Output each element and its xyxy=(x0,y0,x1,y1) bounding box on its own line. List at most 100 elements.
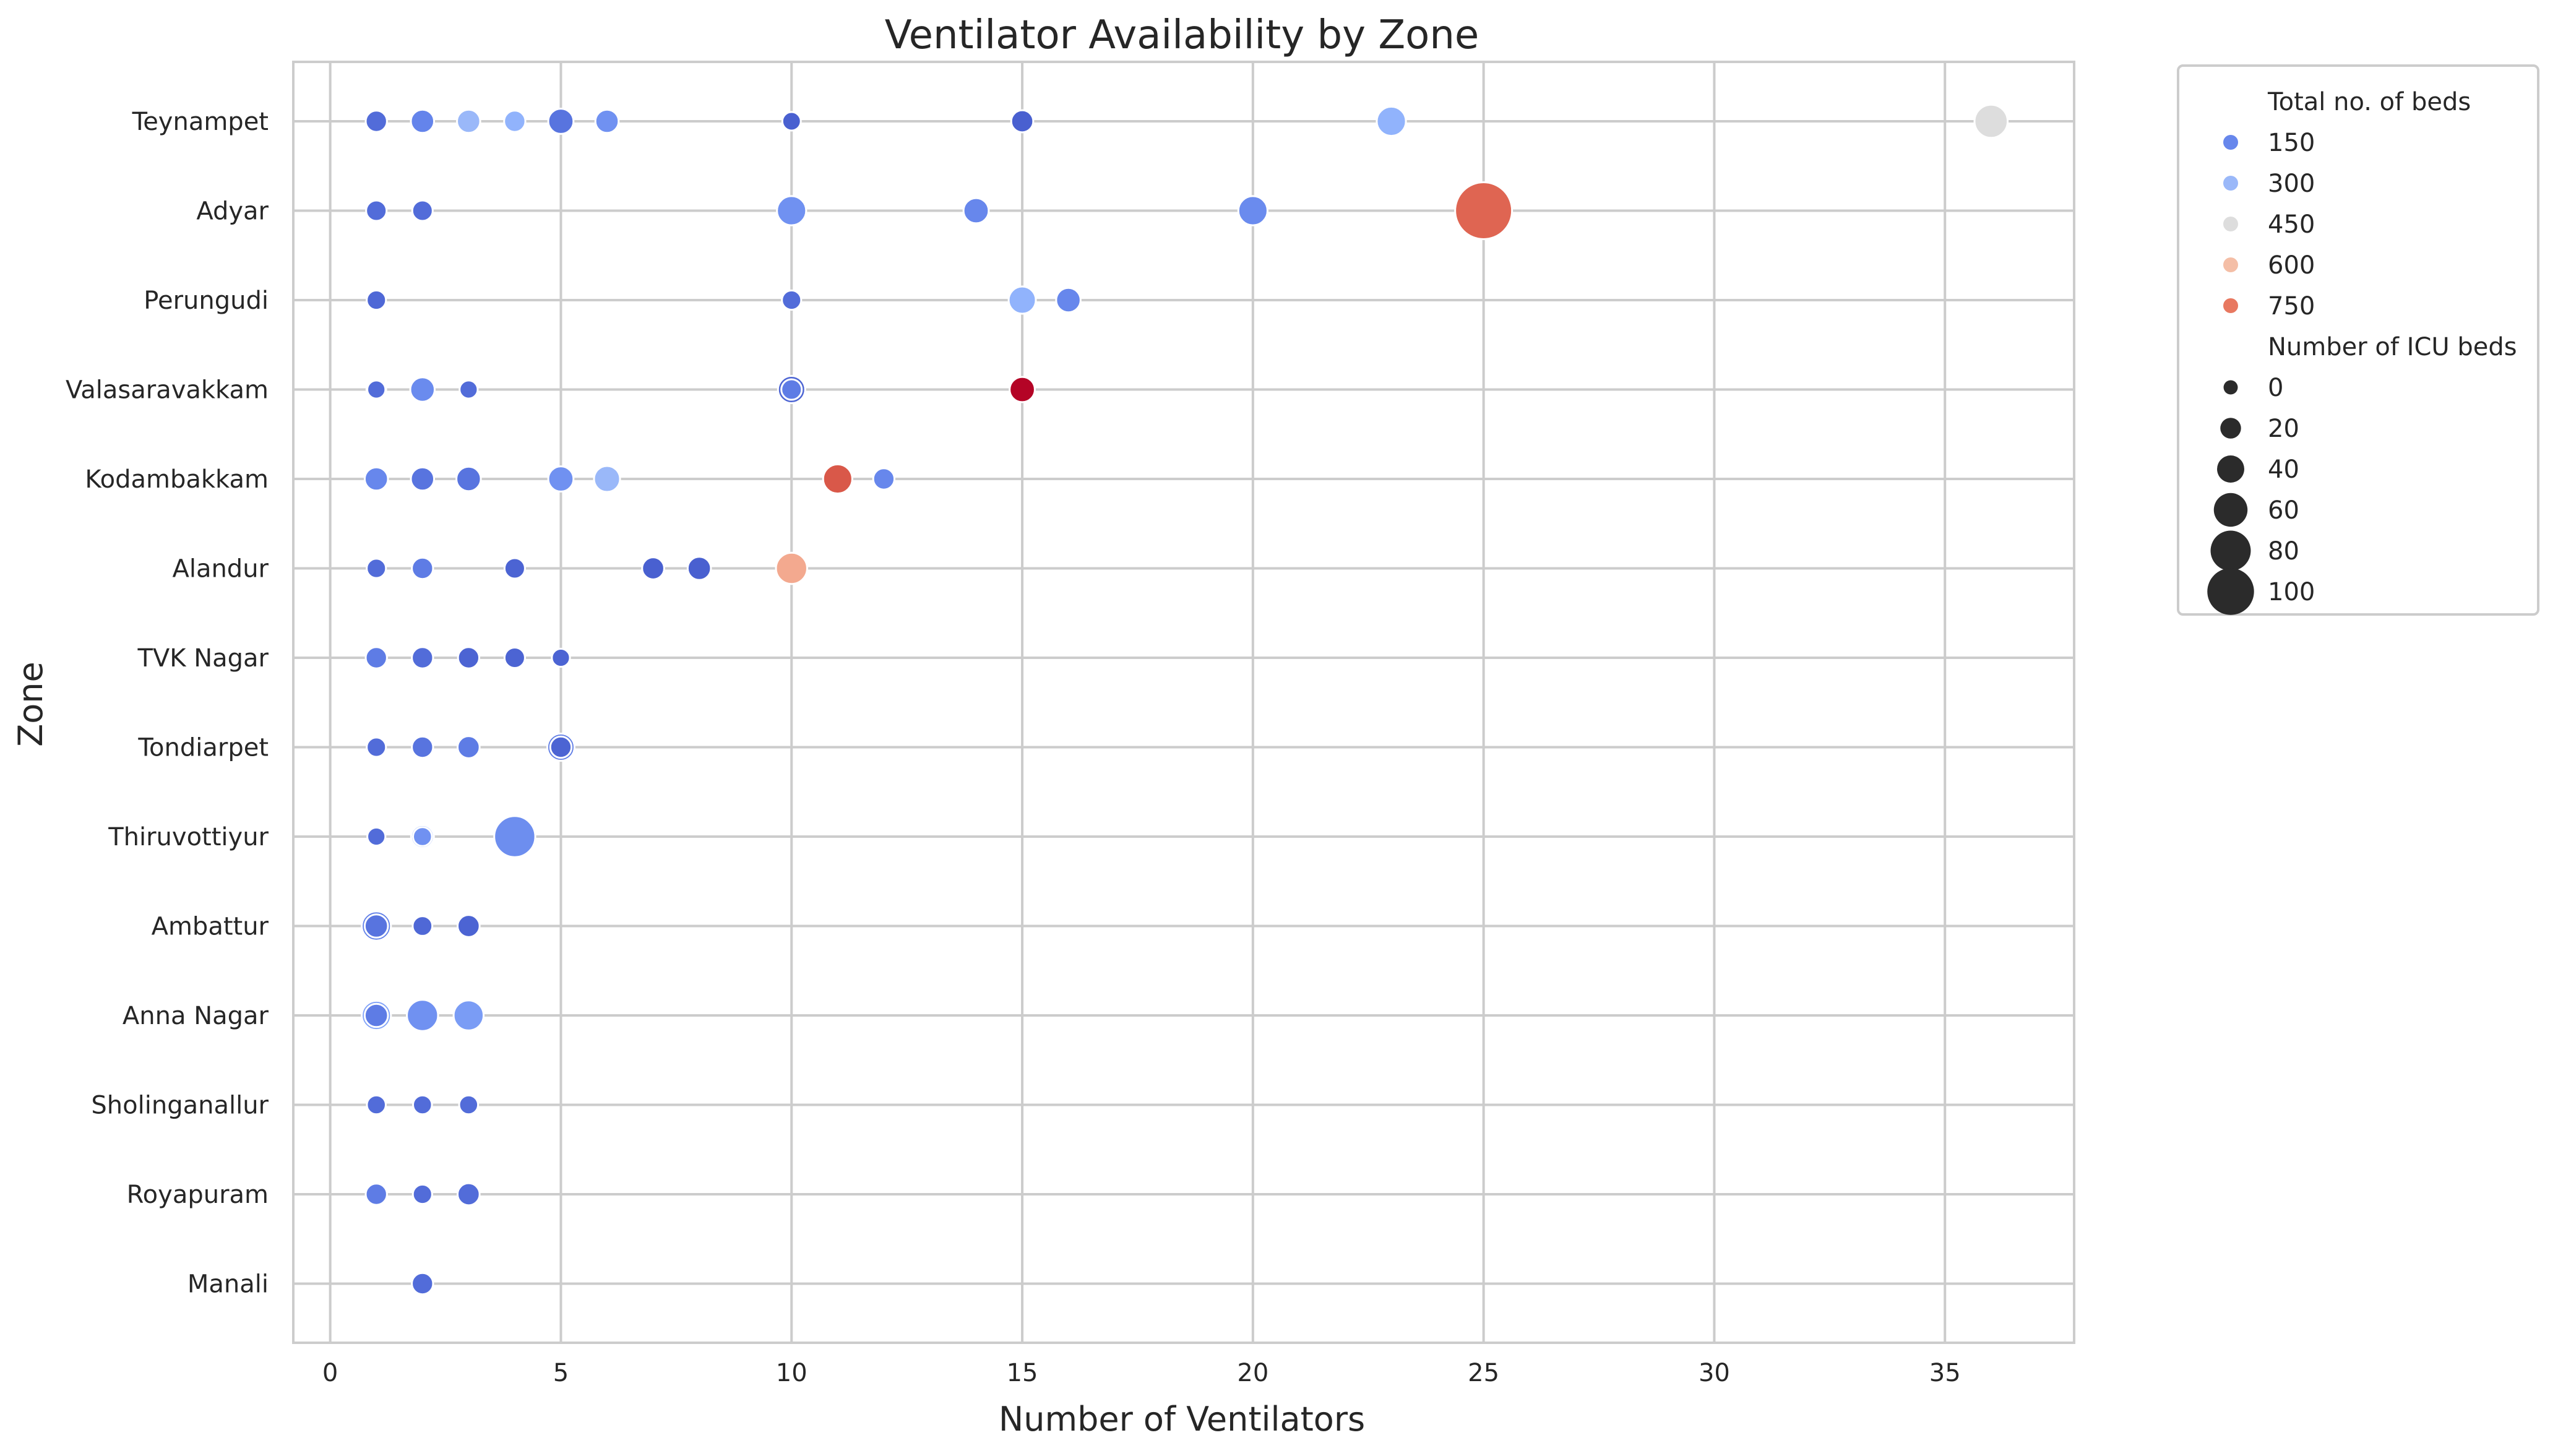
legend-size-label: 60 xyxy=(2268,496,2299,525)
data-point xyxy=(364,110,388,133)
y-tick-label: Tondiarpet xyxy=(137,734,269,762)
data-point xyxy=(366,289,387,311)
x-axis-label: Number of Ventilators xyxy=(999,1400,1365,1439)
data-point xyxy=(781,289,803,311)
data-point xyxy=(366,826,387,847)
data-point xyxy=(411,826,433,847)
data-point xyxy=(1055,286,1082,314)
data-point xyxy=(364,646,388,670)
data-point xyxy=(1007,285,1037,315)
chart-title: Ventilator Availability by Zone xyxy=(885,12,1479,58)
y-tick-label: Thiruvottiyur xyxy=(108,823,269,851)
legend-hue-marker xyxy=(2223,176,2238,191)
legend-hue-label: 600 xyxy=(2268,251,2315,280)
data-point xyxy=(459,379,479,400)
legend-size-marker xyxy=(2207,568,2254,615)
data-point xyxy=(962,197,990,225)
data-point xyxy=(410,108,436,134)
data-point xyxy=(1454,181,1514,240)
x-tick-label: 0 xyxy=(322,1359,338,1387)
data-point xyxy=(1009,376,1036,403)
data-point xyxy=(364,1182,388,1206)
x-tick-label: 25 xyxy=(1468,1359,1499,1387)
legend-size-marker xyxy=(2217,455,2244,483)
x-tick-label: 5 xyxy=(553,1359,569,1387)
data-point xyxy=(363,1002,389,1028)
data-point xyxy=(686,556,712,581)
y-tick-label: Kodambakkam xyxy=(85,465,269,494)
data-point xyxy=(406,999,439,1032)
data-point xyxy=(366,1094,387,1116)
legend-size-marker xyxy=(2223,380,2238,395)
y-tick-label: Valasaravakkam xyxy=(66,376,269,405)
data-point xyxy=(456,108,481,134)
y-axis-ticks: Teynampet Adyar Perungudi Valasaravakkam Kod… xyxy=(66,108,269,1299)
legend-size-marker xyxy=(2220,418,2241,439)
data-points xyxy=(361,103,2009,1296)
legend-size-title: Number of ICU beds xyxy=(2268,333,2517,361)
grid-lines xyxy=(293,62,2074,1343)
legend-hue-marker xyxy=(2223,298,2238,313)
x-tick-label: 35 xyxy=(1929,1359,1961,1387)
x-tick-label: 20 xyxy=(1237,1359,1268,1387)
legend-size-marker xyxy=(2210,530,2251,571)
data-point xyxy=(455,465,482,493)
data-point xyxy=(411,735,434,759)
legend-size-marker xyxy=(2213,493,2248,527)
data-point xyxy=(781,111,802,132)
data-point xyxy=(1376,105,1407,137)
legend-hue-marker xyxy=(2223,217,2238,231)
x-tick-label: 30 xyxy=(1699,1359,1730,1387)
data-point xyxy=(776,195,807,226)
data-point xyxy=(363,466,389,492)
data-point xyxy=(456,914,481,938)
x-tick-label: 10 xyxy=(776,1359,807,1387)
data-point xyxy=(410,466,436,492)
data-point xyxy=(458,1094,480,1116)
data-point xyxy=(366,558,387,579)
data-point xyxy=(547,108,575,135)
data-point xyxy=(1973,103,2009,139)
y-tick-label: Manali xyxy=(187,1270,269,1299)
data-point xyxy=(365,199,388,222)
legend-size-label: 0 xyxy=(2268,374,2283,402)
data-point xyxy=(872,467,896,491)
legend-hue-marker xyxy=(2223,257,2238,272)
data-point xyxy=(411,199,434,222)
data-point xyxy=(551,647,571,668)
data-point xyxy=(411,1094,433,1116)
data-point xyxy=(411,915,434,937)
data-point xyxy=(775,551,808,585)
data-point xyxy=(411,1272,434,1296)
y-tick-label: Teynampet xyxy=(132,108,269,136)
x-axis-ticks: 0 5 10 15 20 25 30 35 xyxy=(322,1359,1961,1387)
data-point xyxy=(409,376,436,403)
legend-hue-label: 150 xyxy=(2268,129,2315,157)
data-point xyxy=(493,815,536,858)
data-point xyxy=(1010,109,1035,134)
legend-hue-label: 450 xyxy=(2268,210,2315,239)
y-tick-label: TVK Nagar xyxy=(137,644,269,673)
y-tick-label: Ambattur xyxy=(152,913,269,941)
data-point xyxy=(366,736,387,758)
data-point xyxy=(547,465,575,493)
y-tick-label: Sholinganallur xyxy=(91,1092,269,1120)
y-axis-label: Zone xyxy=(11,661,50,746)
data-point xyxy=(366,379,387,400)
legend-size-entries: 0 20 40 60 80 100 xyxy=(2207,374,2315,615)
data-point xyxy=(503,557,526,580)
data-point xyxy=(456,1182,481,1207)
legend-hue-title: Total no. of beds xyxy=(2267,88,2471,116)
data-point xyxy=(641,556,665,580)
data-point xyxy=(363,913,389,939)
legend-size-label: 80 xyxy=(2268,537,2299,566)
data-point xyxy=(456,735,481,759)
data-point xyxy=(822,463,853,495)
y-tick-label: Adyar xyxy=(196,197,269,226)
data-point xyxy=(452,999,485,1032)
y-tick-label: Anna Nagar xyxy=(123,1002,269,1030)
data-point xyxy=(594,108,620,134)
data-point xyxy=(457,646,481,670)
